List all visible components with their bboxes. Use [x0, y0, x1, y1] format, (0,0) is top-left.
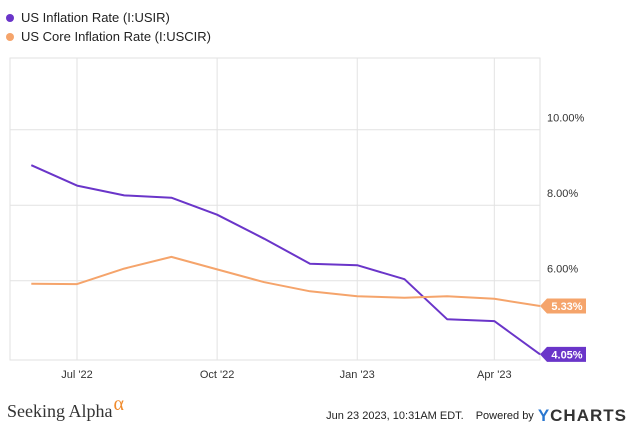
ycharts-wordmark: CHARTS [550, 406, 627, 425]
legend-label: US Inflation Rate (I:USIR) [21, 10, 170, 25]
seeking-alpha-logo: Seeking Alphaα [7, 393, 124, 423]
value-badge-label: 4.05% [551, 349, 582, 361]
legend-dot-icon [6, 32, 14, 41]
x-tick-label: Jul '22 [61, 369, 92, 381]
powered-by-text: Powered by [475, 410, 534, 422]
ycharts-logo[interactable]: YCHARTS [538, 406, 627, 426]
value-badge [540, 298, 586, 314]
legend-label: US Core Inflation Rate (I:USCIR) [21, 29, 212, 44]
chart-timestamp: Jun 23 2023, 10:31AM EDT. [326, 410, 464, 422]
y-tick-label: 6.00% [547, 264, 578, 276]
legend: US Inflation Rate (I:USIR) US Core Infla… [6, 8, 211, 46]
value-badge [540, 346, 586, 362]
plot-frame [9, 57, 541, 361]
ycharts-y: Y [537, 406, 551, 425]
brand-name: Seeking Alpha [7, 401, 113, 421]
legend-item-us-core-inflation[interactable]: US Core Inflation Rate (I:USCIR) [6, 27, 211, 46]
legend-item-us-inflation[interactable]: US Inflation Rate (I:USIR) [6, 8, 211, 27]
x-tick-label: Jan '23 [340, 369, 375, 381]
y-tick-label: 10.00% [547, 113, 585, 125]
alpha-icon: α [113, 393, 124, 415]
series-line-us-inflation [30, 164, 541, 356]
chart-footer: Jun 23 2023, 10:31AM EDT. Powered by YCH… [326, 406, 627, 426]
series-line-us-core-inflation [31, 255, 541, 307]
y-tick-label: 8.00% [547, 188, 578, 200]
legend-dot-icon [6, 13, 14, 22]
x-tick-label: Oct '22 [200, 369, 235, 381]
x-tick-label: Apr '23 [477, 369, 512, 381]
line-chart: 10.00% 8.00% 6.00% Jul '22 Oct '22 Jan '23 Apr… [9, 57, 586, 381]
value-badge-label: 5.33% [551, 301, 582, 313]
